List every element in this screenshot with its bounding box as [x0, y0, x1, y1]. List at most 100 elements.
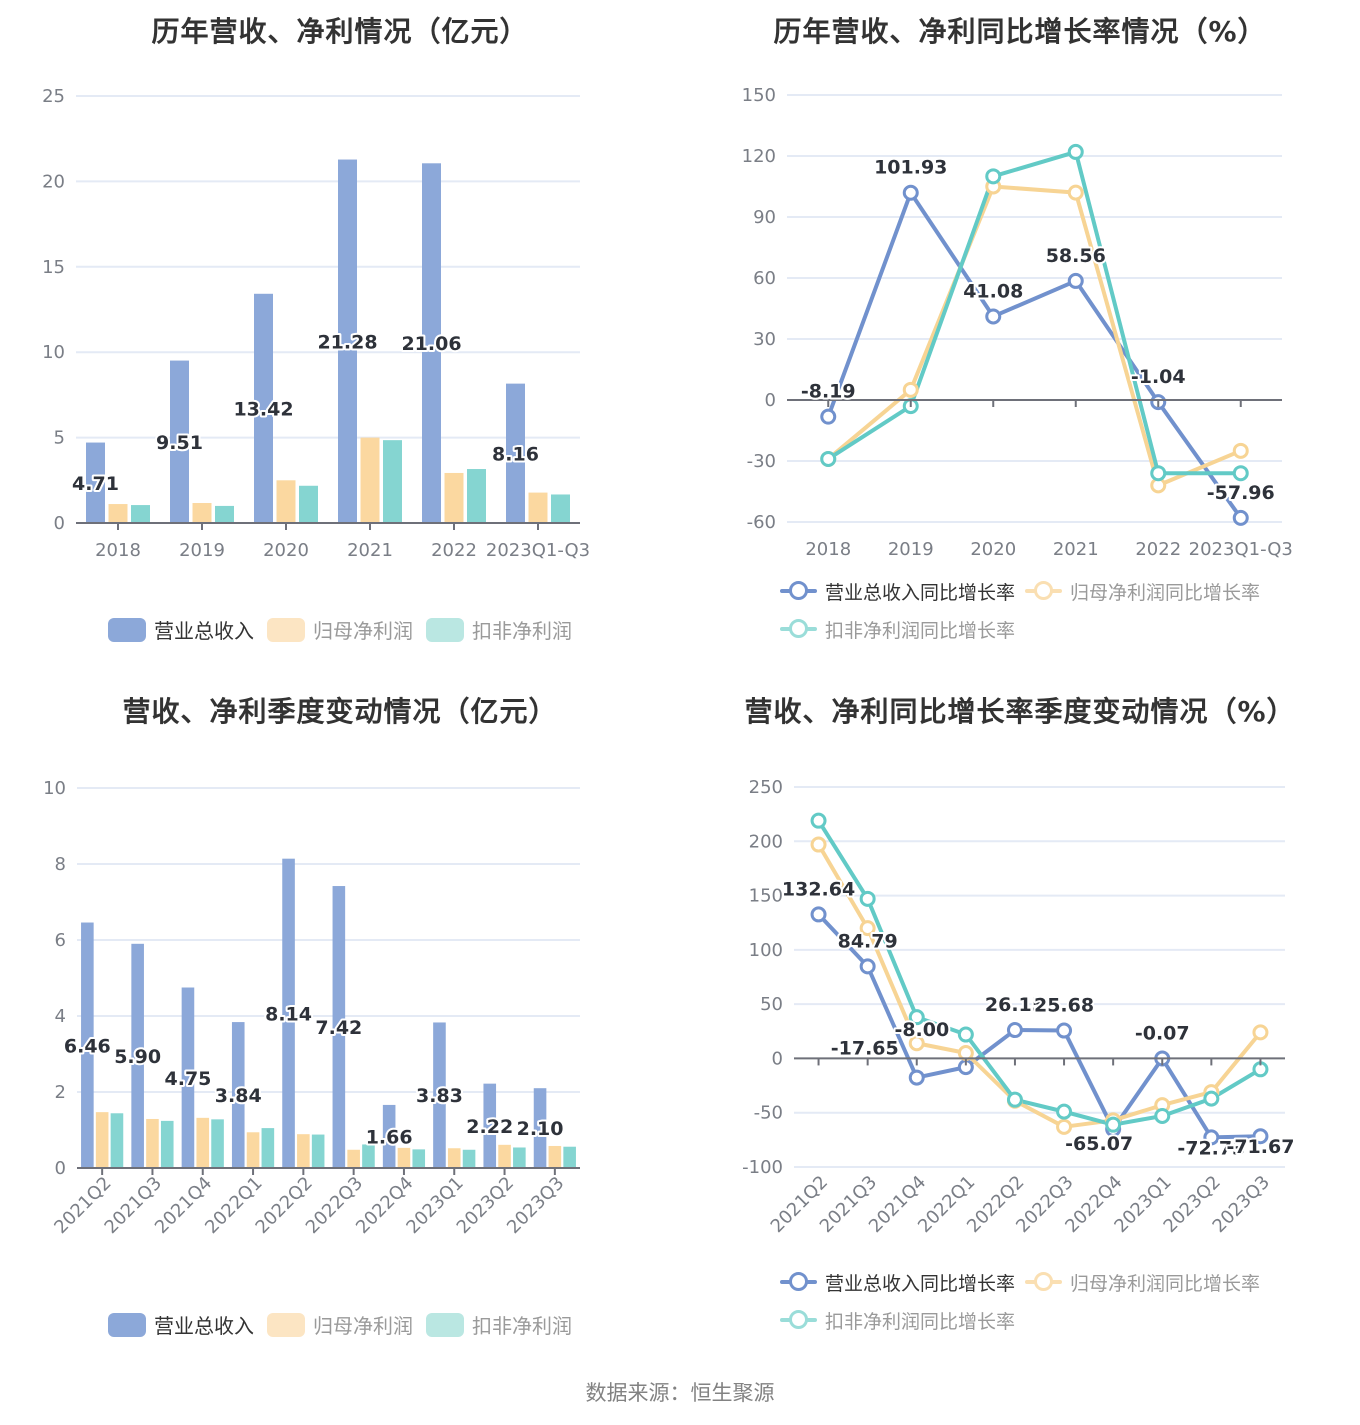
bar-non-gaap-net-profit-2021 [383, 440, 402, 523]
point-revenue-growth-2022Q2 [1006, 1022, 1023, 1039]
line-net-profit-growth [816, 842, 1263, 1129]
value-label: 9.51 [156, 432, 203, 454]
legend-item-net-profit[interactable]: 归母净利润 [267, 615, 413, 644]
value-label: 21.06 [401, 333, 461, 355]
point-net-profit-growth-2021Q2 [810, 836, 827, 853]
legend-item-revenue[interactable]: 营业总收入 [108, 1310, 254, 1339]
bar-non-gaap-net-profit-2018 [131, 505, 150, 523]
point-non-gaap-growth-2021 [1067, 143, 1084, 160]
value-label: 6.46 [64, 1035, 111, 1057]
legend-item-non-gaap-growth[interactable]: 扣非净利润同比增长率 [780, 1307, 1015, 1334]
legend-item-net-profit-growth[interactable]: 归母净利润同比增长率 [1025, 1269, 1260, 1296]
legend-swatch-icon [108, 1312, 146, 1337]
y-tick-label: 200 [749, 831, 783, 852]
legend-swatch-icon [267, 1312, 305, 1337]
x-tick-label: 2021 [1053, 539, 1099, 560]
bar-non-gaap-net-profit-2023Q2 [513, 1147, 526, 1168]
y-tick-label: 50 [760, 994, 783, 1015]
legend-item-non-gaap-net-profit[interactable]: 扣非净利润 [426, 615, 572, 644]
quarterly-growth-legend: 营业总收入同比增长率 归母净利润同比增长率 扣非净利润同比增长率 [780, 1269, 1260, 1345]
bar-net-profit-2021 [360, 437, 380, 523]
point-non-gaap-growth-2023Q1 [1154, 1107, 1171, 1124]
quarterly-growth-plot: 250200150100500-50-1002021Q22021Q32021Q4… [742, 777, 1296, 1237]
legend-label: 营业总收入同比增长率 [825, 582, 1016, 604]
y-tick-label: 30 [753, 329, 776, 350]
legend-swatch-icon [426, 617, 464, 642]
legend-label: 营业总收入 [154, 1314, 254, 1338]
y-tick-label: 100 [749, 940, 783, 961]
point-revenue-growth-2021 [1067, 272, 1084, 289]
bar-net-profit-2022Q1 [246, 1132, 260, 1168]
value-label: -0.07 [1135, 1023, 1190, 1045]
value-label: 8.14 [265, 1003, 312, 1025]
value-label: 41.08 [963, 280, 1023, 302]
bar-revenue-2023Q2 [483, 1083, 497, 1168]
chart-title-quarterly-growth: 营收、净利同比增长率季度变动情况（%） [744, 695, 1296, 728]
bar-revenue-2021Q2 [81, 922, 94, 1168]
bar-revenue-2018 [86, 442, 105, 523]
bar-non-gaap-net-profit-2021Q2 [110, 1113, 124, 1168]
y-tick-label: 5 [54, 428, 65, 449]
legend-item-non-gaap-net-profit[interactable]: 扣非净利润 [426, 1310, 572, 1339]
value-label: 13.42 [233, 398, 293, 420]
bar-non-gaap-net-profit-2022 [467, 469, 486, 523]
value-label: 3.83 [416, 1085, 463, 1107]
point-non-gaap-growth-2023Q2 [1203, 1090, 1220, 1107]
legend-item-net-profit-growth[interactable]: 归母净利润同比增长率 [1025, 578, 1260, 605]
value-label: 5.90 [114, 1046, 161, 1068]
legend-label: 归母净利润同比增长率 [1070, 582, 1261, 604]
x-tick-label: 2022 [431, 540, 477, 561]
value-label: 2.22 [466, 1116, 513, 1138]
line-non-gaap-growth [826, 149, 1243, 476]
bar-net-profit-2021Q3 [146, 1118, 159, 1168]
y-tick-label: 4 [55, 1006, 66, 1027]
point-non-gaap-growth-2022 [1150, 465, 1167, 482]
value-label: -1.04 [1131, 366, 1186, 388]
point-non-gaap-growth-2022Q2 [1006, 1091, 1023, 1108]
bar-revenue-2021 [338, 159, 357, 523]
bar-non-gaap-net-profit-2020 [299, 485, 318, 523]
point-net-profit-growth-2023Q3 [1252, 1024, 1269, 1041]
value-label: 58.56 [1046, 245, 1106, 267]
point-revenue-growth-2021Q4 [908, 1069, 925, 1086]
point-non-gaap-growth-2021Q2 [810, 812, 827, 829]
y-tick-label: 10 [42, 342, 65, 363]
chart-title-quarterly-amounts: 营收、净利季度变动情况（亿元） [122, 695, 558, 728]
value-label: 132.64 [782, 878, 855, 900]
legend-item-revenue-growth[interactable]: 营业总收入同比增长率 [780, 578, 1015, 605]
quarterly-amounts-plot: 10864202021Q22021Q32021Q42022Q12022Q2202… [43, 778, 580, 1238]
x-tick-label: 2023Q1-Q3 [486, 540, 590, 561]
legend-item-net-profit[interactable]: 归母净利润 [267, 1310, 413, 1339]
legend-item-non-gaap-growth[interactable]: 扣非净利润同比增长率 [780, 616, 1015, 643]
bar-revenue-2021Q4 [181, 987, 195, 1168]
bar-net-profit-2021Q2 [95, 1112, 109, 1168]
bar-net-profit-2021Q4 [196, 1117, 210, 1168]
point-revenue-growth-2022Q3 [1056, 1022, 1073, 1039]
point-net-profit-growth-2021Q3 [859, 920, 876, 937]
legend-item-revenue-growth[interactable]: 营业总收入同比增长率 [780, 1269, 1015, 1296]
legend-label: 营业总收入同比增长率 [825, 1273, 1016, 1295]
y-tick-label: 15 [42, 257, 65, 278]
y-tick-label: -50 [754, 1103, 783, 1124]
bar-revenue-2020 [254, 293, 273, 523]
bar-revenue-2022Q4 [382, 1104, 396, 1168]
chart-annual-amounts: 历年营收、净利情况（亿元） 25 20 15 10 5 0 2018 2019 2020 2021… [0, 0, 680, 680]
x-tick-label: 2018 [805, 539, 851, 560]
y-tick-label: -30 [747, 451, 776, 472]
y-tick-label: -60 [747, 512, 776, 533]
legend-item-revenue[interactable]: 营业总收入 [108, 615, 254, 644]
x-tick-label: 2019 [888, 539, 934, 560]
point-net-profit-growth-2021 [1067, 184, 1084, 201]
y-tick-label: 0 [55, 1158, 66, 1179]
y-tick-label: 10 [43, 778, 66, 799]
legend-line-marker-icon [780, 1272, 817, 1293]
bar-revenue-2019 [170, 360, 189, 523]
y-tick-label: 2 [55, 1082, 66, 1103]
bar-net-profit-2020 [276, 480, 296, 523]
legend-label: 归母净利润 [313, 619, 413, 643]
point-revenue-growth-2023Q1-Q3 [1232, 509, 1249, 526]
bar-net-profit-2023Q3 [548, 1145, 562, 1168]
point-revenue-growth-2018 [820, 408, 837, 425]
bar-non-gaap-net-profit-2023Q1-Q3 [551, 494, 570, 523]
bar-non-gaap-net-profit-2022Q1 [261, 1128, 275, 1168]
